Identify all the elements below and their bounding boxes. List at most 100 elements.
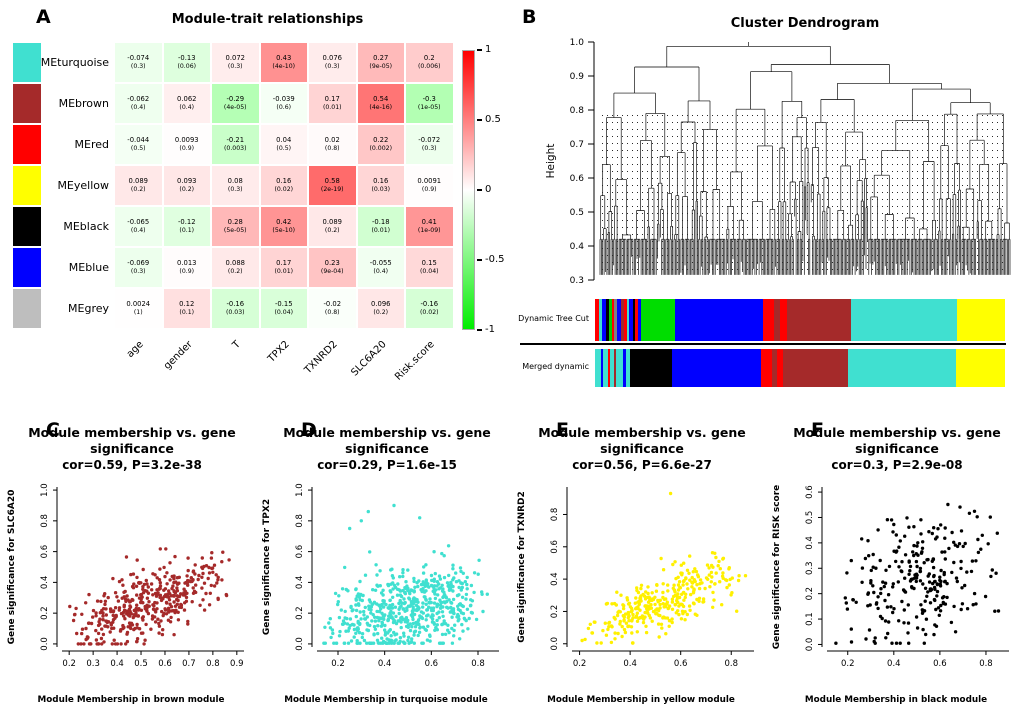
scatter-point bbox=[175, 586, 179, 590]
scatter-point bbox=[143, 607, 147, 611]
heatmap-row: MEblack -0.065 (0.4) -0.12 (0.1) 0.28 (5e-05) 0… bbox=[12, 206, 454, 247]
scatter-point bbox=[670, 620, 674, 625]
scatter-point bbox=[708, 585, 712, 589]
scatter-point bbox=[658, 598, 662, 602]
heatmap-cell: -0.039 (0.6) bbox=[259, 83, 308, 124]
correlation-value: -0.12 bbox=[177, 218, 196, 227]
scatter-point bbox=[680, 592, 684, 596]
scatter-point bbox=[619, 593, 623, 597]
color-scale-tick bbox=[477, 189, 482, 191]
scatter-point bbox=[843, 596, 847, 600]
scatter-point bbox=[674, 611, 678, 615]
p-value: (0.3) bbox=[324, 62, 340, 70]
scatter-point bbox=[75, 631, 79, 636]
scatter-point bbox=[460, 603, 464, 608]
correlation-value: -0.062 bbox=[127, 95, 150, 104]
scatter-point bbox=[424, 602, 428, 606]
scatter-point bbox=[334, 641, 339, 645]
scatter-point bbox=[707, 573, 711, 577]
scatter-point bbox=[871, 565, 875, 569]
scatter-point bbox=[932, 526, 936, 530]
scatter-point bbox=[662, 605, 666, 609]
scatter-point bbox=[210, 566, 214, 571]
scatter-panel-e: E Module membership vs. gene significanc… bbox=[510, 419, 765, 719]
y-tick-label: 0.6 bbox=[40, 545, 50, 559]
scatter-point bbox=[437, 574, 442, 578]
scatter-point bbox=[677, 580, 682, 584]
scatter-point bbox=[971, 603, 975, 607]
color-bar-segment bbox=[614, 349, 617, 387]
scatter-point bbox=[617, 609, 621, 613]
p-value: (4e-05) bbox=[223, 103, 247, 111]
heatmap-cell: -0.072 (0.3) bbox=[405, 124, 454, 165]
scatter-point bbox=[650, 619, 654, 623]
scatter-point bbox=[416, 584, 420, 589]
scatter-point bbox=[638, 595, 643, 600]
scatter-point bbox=[456, 604, 460, 608]
scatter-point bbox=[442, 554, 446, 558]
scatter-point bbox=[676, 588, 681, 592]
scatter-point bbox=[395, 593, 400, 597]
scatter-point bbox=[915, 564, 919, 569]
scatter-point bbox=[184, 595, 189, 600]
scatter-point bbox=[884, 636, 888, 640]
scatter-point bbox=[109, 621, 113, 626]
scatter-point bbox=[725, 585, 729, 590]
scatter-point bbox=[402, 631, 406, 635]
scatter-point bbox=[642, 594, 647, 598]
scatter-point bbox=[898, 641, 902, 645]
color-bar-segment bbox=[956, 299, 1005, 341]
scatter-point bbox=[373, 615, 377, 619]
scatter-point bbox=[401, 588, 405, 593]
scatter-point bbox=[447, 588, 452, 592]
heatmap-cell: 0.12 (0.1) bbox=[162, 288, 211, 329]
scatter-point bbox=[412, 579, 416, 584]
scatter-point bbox=[155, 601, 159, 605]
scatter-point bbox=[375, 609, 379, 614]
scatter-point bbox=[878, 558, 882, 563]
scatter-point bbox=[413, 625, 418, 629]
scatter-point bbox=[844, 601, 848, 605]
scatter-correlation-subtitle: cor=0.29, P=1.6e-15 bbox=[317, 458, 457, 472]
scatter-point bbox=[452, 611, 456, 616]
scatter-point bbox=[118, 629, 123, 633]
scatter-point bbox=[128, 622, 133, 626]
scatter-point bbox=[915, 544, 919, 548]
scatter-point bbox=[406, 635, 411, 639]
scatter-point bbox=[128, 605, 133, 609]
scatter-point bbox=[427, 605, 431, 609]
scatter-point bbox=[432, 601, 437, 605]
scatter-point bbox=[115, 642, 120, 646]
dynamic-tree-cut-bar bbox=[595, 299, 1005, 341]
scatter-point bbox=[670, 607, 675, 611]
scatter-point bbox=[939, 603, 943, 608]
y-tick-label: 0.8 bbox=[550, 508, 560, 522]
scatter-point bbox=[446, 544, 451, 548]
scatter-point bbox=[186, 619, 190, 624]
scatter-point bbox=[210, 551, 214, 555]
scatter-point bbox=[363, 617, 367, 621]
scatter-title-line1: Module membership vs. gene bbox=[538, 425, 746, 440]
color-scale-tick-label: 0 bbox=[485, 183, 492, 195]
scatter-point bbox=[220, 578, 224, 582]
scatter-point bbox=[141, 591, 146, 595]
scatter-point bbox=[918, 569, 922, 574]
scatter-point bbox=[182, 591, 186, 595]
scatter-point bbox=[927, 572, 931, 576]
scatter-point bbox=[696, 575, 701, 579]
scatter-point bbox=[363, 573, 368, 577]
scatter-point bbox=[881, 580, 885, 584]
p-value: (0.4) bbox=[373, 267, 389, 275]
scatter-point bbox=[435, 584, 439, 588]
scatter-point bbox=[112, 626, 116, 630]
correlation-value: 0.28 bbox=[227, 218, 243, 227]
color-scale-tick bbox=[477, 49, 482, 51]
scatter-point bbox=[402, 597, 406, 601]
correlation-value: 0.23 bbox=[324, 259, 340, 268]
scatter-point bbox=[376, 641, 380, 645]
color-bar-segment bbox=[848, 349, 956, 387]
correlation-value: 0.22 bbox=[373, 136, 389, 145]
scatter-point bbox=[409, 640, 413, 644]
color-bar-segment bbox=[625, 349, 630, 387]
scatter-point bbox=[440, 622, 444, 627]
